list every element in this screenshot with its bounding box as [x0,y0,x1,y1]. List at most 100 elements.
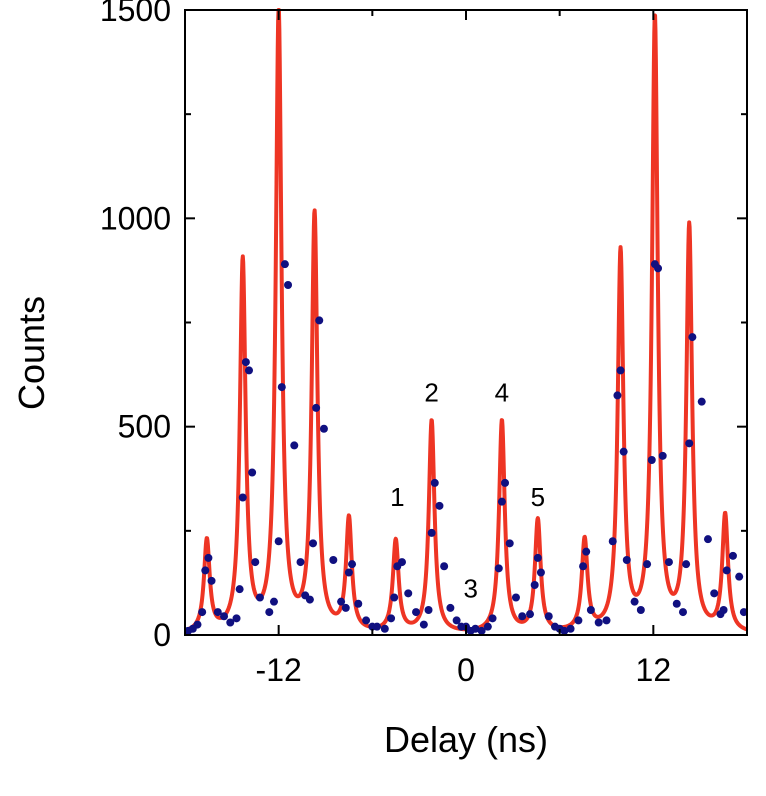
data-point [682,560,691,569]
data-point [248,468,257,477]
data-point [602,616,611,625]
data-point [544,612,553,621]
data-point [739,608,748,617]
y-tick-label: 1500 [100,0,171,28]
data-point [269,597,278,606]
data-point [586,606,595,614]
data-point [241,358,250,367]
data-point [232,614,241,623]
data-point [312,403,321,412]
data-point [280,260,289,269]
data-point [354,599,363,608]
data-point [579,562,588,571]
data-point [284,281,293,289]
data-point [277,383,286,392]
data-point [419,620,428,629]
data-point [435,501,444,510]
y-tick-label: 1000 [100,200,171,236]
data-point [344,568,353,577]
data-point [594,618,603,627]
data-point [452,616,461,625]
data-point [387,614,396,623]
data-point [213,608,222,617]
data-point [613,391,622,400]
data-point [494,564,503,573]
data-point [697,397,706,406]
data-point [703,535,712,544]
peak-label: 3 [463,574,477,604]
data-point [412,608,421,617]
data-point [430,478,439,487]
data-point [688,333,697,342]
data-point [582,547,591,556]
data-point [329,556,338,564]
data-point [616,366,625,375]
data-point [530,581,539,589]
data-point [566,624,575,633]
data-point [735,572,744,581]
data-point [235,585,244,594]
data-point [501,478,510,487]
data-point [238,493,247,502]
peak-labels: 1 2 3 4 5 [390,378,545,604]
data-point [728,551,737,560]
data-point [619,447,628,456]
data-point [427,528,436,537]
data-point [305,595,314,604]
data-point [226,618,235,627]
data-point [678,608,687,617]
data-point [526,610,535,619]
data-point [309,539,318,548]
data-point [446,603,455,612]
data-point [477,626,486,635]
data-point [315,316,324,325]
x-tick-label: -12 [256,652,302,688]
data-point [198,608,207,617]
data-point [337,597,346,606]
data-point [622,556,631,564]
data-point [296,558,305,567]
data-point [630,597,639,606]
data-point [424,606,433,614]
data-point [647,456,656,464]
data-point [201,566,210,575]
data-point [373,622,382,631]
y-axis-label: Counts [11,296,52,410]
data-point [654,264,663,273]
peak-label: 1 [390,482,404,512]
data-point [251,558,260,567]
x-tick-label: 0 [457,652,475,688]
data-points-layer [184,260,748,635]
data-point [471,624,480,633]
x-tick-label: 12 [636,652,672,688]
data-point [274,537,283,546]
data-point [608,537,617,546]
data-point [719,606,728,614]
x-axis-label: Delay (ns) [384,719,548,760]
data-point [348,560,357,569]
fit-curve-layer [183,8,749,633]
peak-label: 2 [424,378,438,408]
data-point [560,626,569,635]
data-point [290,441,299,450]
data-point [672,599,681,608]
peak-label: 5 [531,482,545,512]
y-tick-label: 500 [118,409,171,445]
data-point [685,439,694,448]
data-point [497,497,506,506]
data-point [518,612,527,621]
data-point [341,603,350,612]
data-point [636,606,645,614]
data-point [664,558,673,567]
data-point [483,622,492,631]
data-point [220,612,229,621]
data-point [440,562,449,571]
data-point [207,576,216,585]
data-point [404,589,413,598]
data-point [255,593,264,602]
data-point [204,553,213,562]
data-point [380,624,389,633]
data-point [574,616,583,625]
